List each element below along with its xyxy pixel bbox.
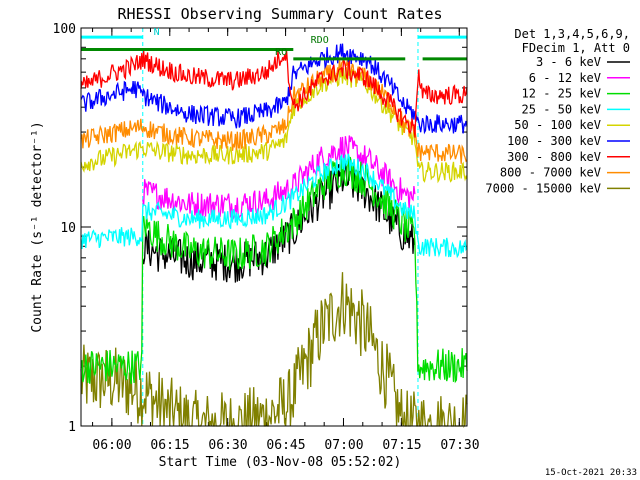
y-tick-label: 100 <box>53 22 76 37</box>
annotation-label: N <box>154 27 160 38</box>
y-axis-label: Count Rate (s⁻¹ detector⁻¹) <box>30 121 45 332</box>
legend-header-line: Det 1,3,4,5,6,9, <box>514 27 630 41</box>
x-tick-label: 07:15 <box>382 438 421 453</box>
legend-label: 25 - 50 keV <box>522 102 601 116</box>
legend-label: 6 - 12 keV <box>529 71 601 85</box>
x-tick-labels: 06:00 06:15 06:30 06:45 07:00 07:15 07:3… <box>92 438 479 453</box>
legend-label: 12 - 25 keV <box>522 87 601 101</box>
x-tick-label: 07:00 <box>324 438 363 453</box>
annotation-label: RO <box>275 47 287 58</box>
x-axis-label: Start Time (03-Nov-08 05:52:02) <box>159 455 402 470</box>
series-line-6 <box>80 49 468 138</box>
x-tick-label: 06:00 <box>92 438 131 453</box>
footer-timestamp: 15-Oct-2021 20:33 <box>545 468 637 478</box>
series-line-1 <box>142 135 416 220</box>
legend: Det 1,3,4,5,6,9, FDecim 1, Att 0 3 - 6 k… <box>485 27 630 195</box>
series-line-4 <box>80 67 468 184</box>
chart-title: RHESSI Observing Summary Count Rates <box>117 5 442 23</box>
legend-label: 100 - 300 keV <box>507 134 601 148</box>
series-line-7 <box>80 56 468 164</box>
legend-label: 7000 - 15000 keV <box>485 181 601 195</box>
series-line-8 <box>80 272 468 429</box>
series-line-5 <box>80 43 468 135</box>
series-line-3 <box>80 153 468 259</box>
x-tick-label: 06:45 <box>266 438 305 453</box>
legend-header-line: FDecim 1, Att 0 <box>522 41 630 55</box>
annotation-label: RDO <box>311 35 329 46</box>
plot-area <box>80 27 468 429</box>
legend-label: 50 - 100 keV <box>514 118 601 132</box>
annotations: N RDO RO <box>154 27 329 58</box>
x-tick-label: 06:15 <box>150 438 189 453</box>
y-tick-label: 1 <box>68 420 76 435</box>
x-tick-label: 06:30 <box>208 438 247 453</box>
x-tick-label: 07:30 <box>440 438 479 453</box>
plot-frame <box>80 27 468 427</box>
legend-label: 3 - 6 keV <box>536 55 601 69</box>
legend-label: 800 - 7000 keV <box>500 166 601 180</box>
y-tick-label: 10 <box>60 221 76 236</box>
y-tick-labels: 1 10 100 <box>53 22 76 435</box>
legend-label: 300 - 800 keV <box>507 150 601 164</box>
